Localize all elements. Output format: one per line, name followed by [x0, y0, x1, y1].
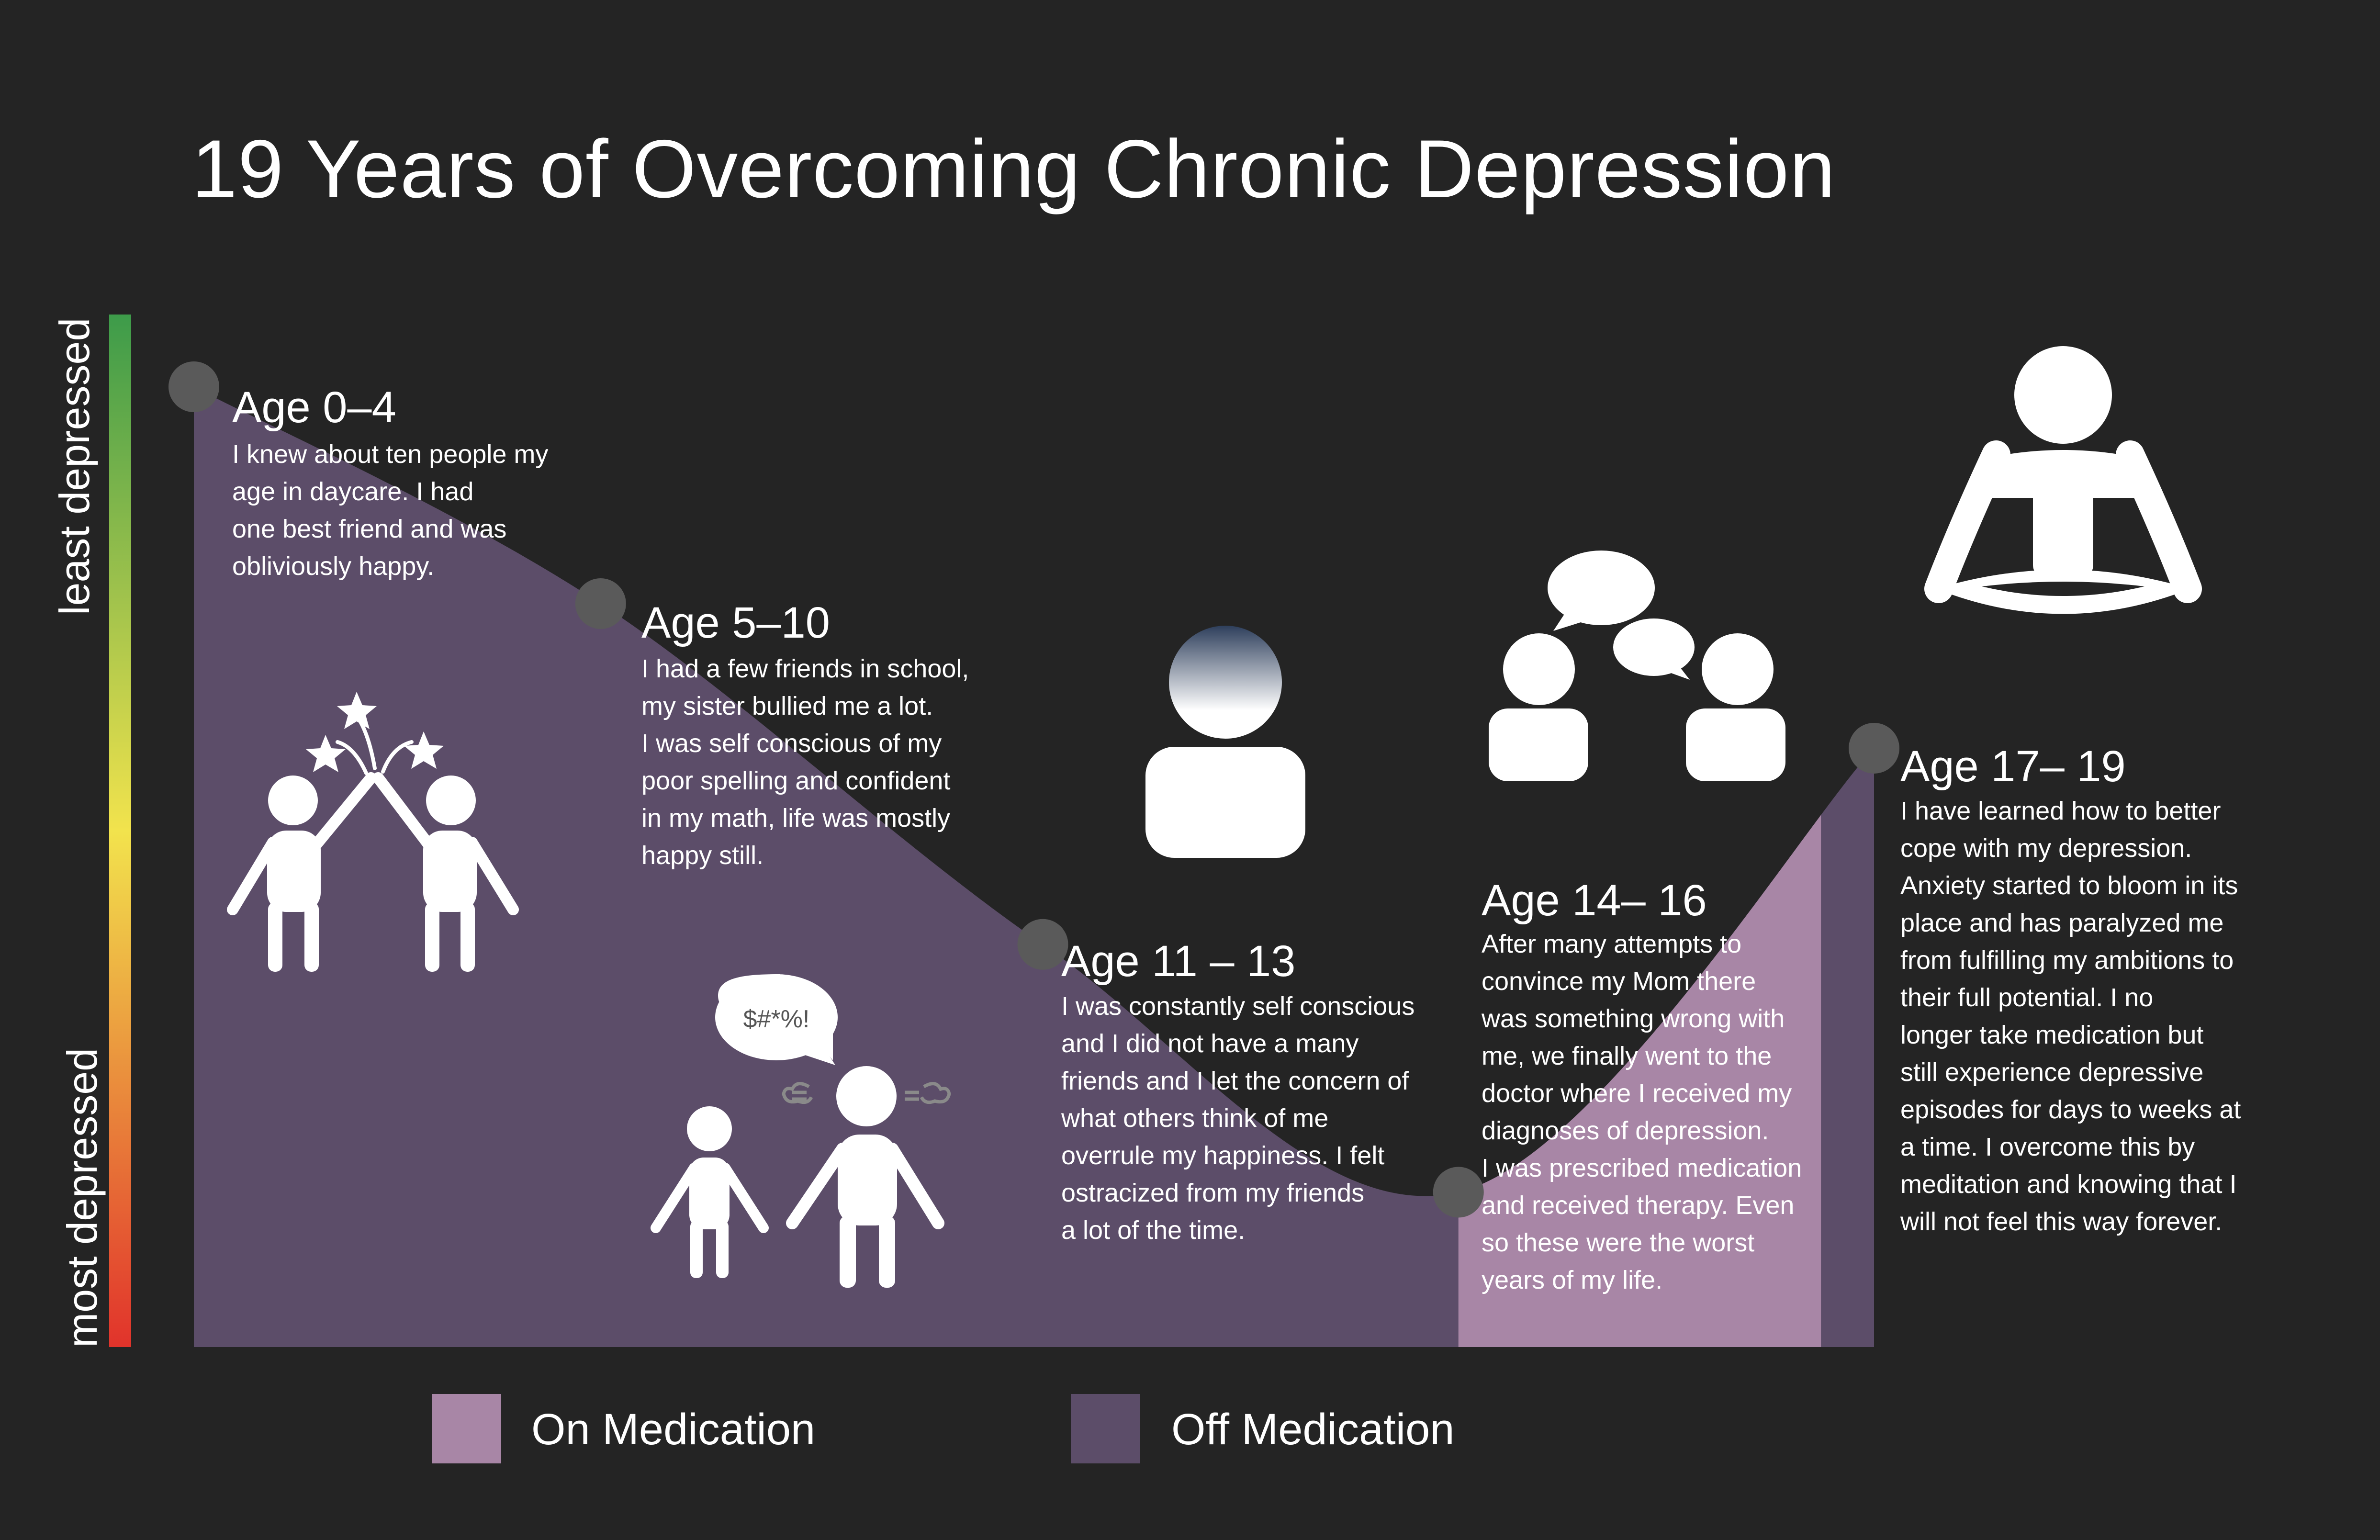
stage-title-1: Age 5–10	[641, 598, 830, 647]
data-points	[168, 361, 1899, 1218]
stage-title-0: Age 0–4	[232, 383, 396, 432]
legend-label-on-medication: On Medication	[531, 1405, 816, 1454]
high-five-icon	[227, 692, 519, 972]
data-point-1	[575, 578, 626, 629]
legend-label-off-medication: Off Medication	[1171, 1405, 1455, 1454]
chart-title: 19 Years of Overcoming Chronic Depressio…	[191, 123, 1836, 215]
stage-text-0: I knew about ten people my age in daycar…	[232, 440, 549, 581]
data-point-2	[1017, 919, 1068, 970]
meditating-person-icon	[1924, 346, 2202, 614]
two-kids-icon: $#*%!	[651, 974, 951, 1288]
stage-title-3: Age 14– 16	[1482, 876, 1707, 925]
legend-swatch-off-medication	[1071, 1394, 1140, 1463]
data-point-3	[1433, 1167, 1484, 1218]
legend-swatch-on-medication	[432, 1394, 501, 1463]
off-medication-area	[194, 386, 1874, 1347]
data-point-4	[1849, 722, 1899, 774]
stage-title-4: Age 17– 19	[1900, 742, 2126, 791]
data-point-0	[168, 361, 219, 412]
stage-text-1: I had a few friends in school, my sister…	[641, 654, 969, 870]
speech-bubble-text: $#*%!	[743, 1005, 810, 1033]
stage-text-2: I was constantly self conscious and I di…	[1061, 992, 1415, 1245]
stage-text-4: I have learned how to better cope with m…	[1900, 797, 2241, 1236]
stage-text-3: After many attempts to convince my Mom t…	[1482, 930, 1802, 1294]
therapy-conversation-icon	[1489, 551, 1785, 781]
fading-person-icon	[1145, 626, 1305, 858]
stage-title-2: Age 11 – 13	[1061, 937, 1296, 986]
depression-scale-bar	[109, 315, 131, 1347]
